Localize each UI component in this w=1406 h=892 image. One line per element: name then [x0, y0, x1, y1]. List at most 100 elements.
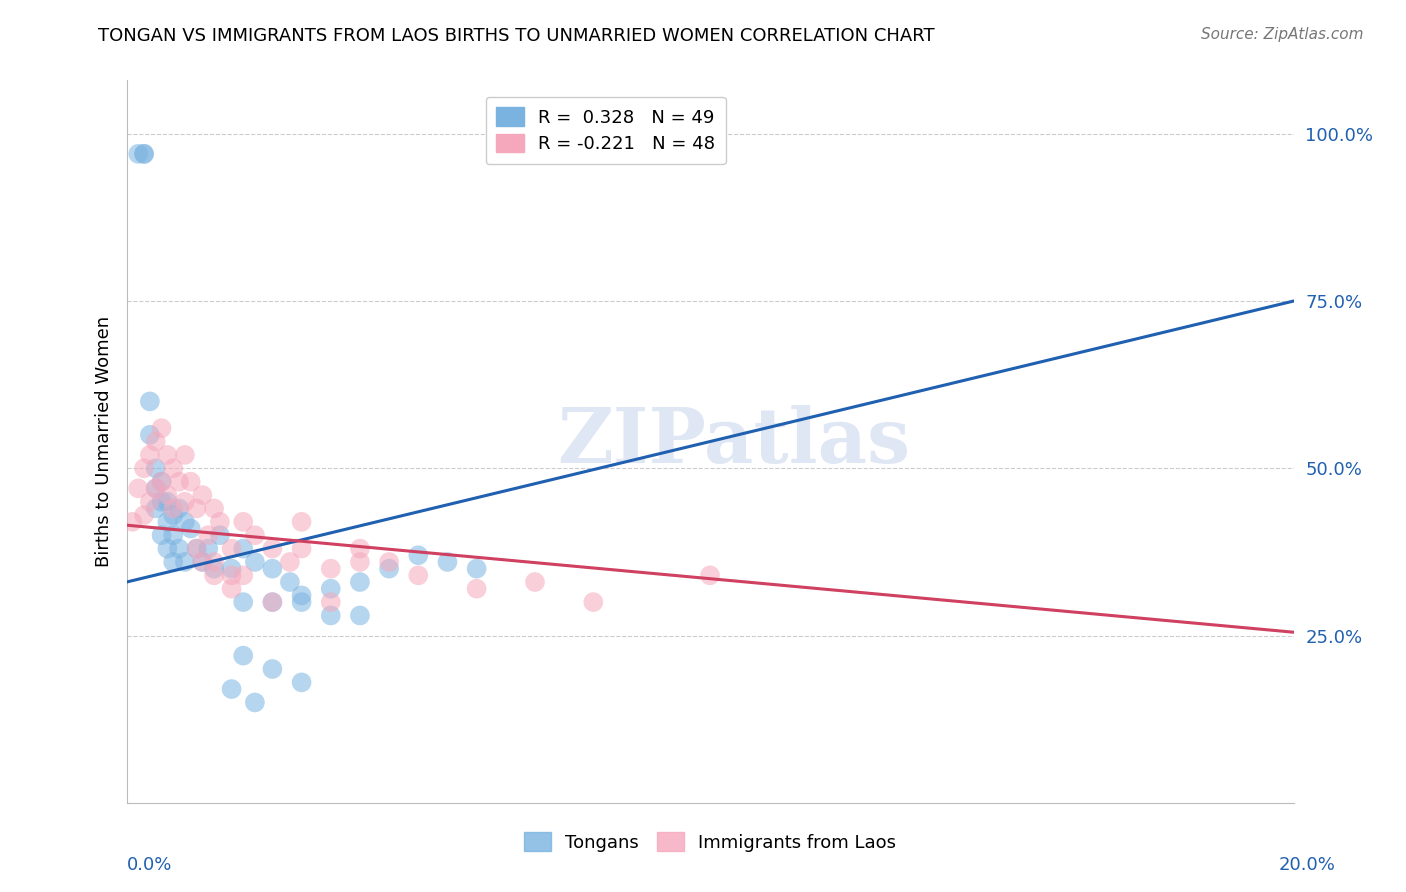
Point [145, 482, 167, 496]
Point [436, 555, 458, 569]
Point [186, 541, 208, 556]
Point [156, 494, 179, 508]
Point [162, 461, 184, 475]
Point [221, 562, 243, 576]
Point [243, 528, 266, 542]
Point [167, 541, 190, 556]
Point [378, 555, 401, 569]
Point [262, 562, 284, 576]
Point [290, 515, 312, 529]
Point [349, 575, 371, 590]
Point [262, 595, 284, 609]
Point [221, 681, 243, 696]
Point [191, 555, 214, 569]
Point [162, 555, 184, 569]
Point [167, 501, 190, 516]
Point [202, 562, 225, 576]
Point [232, 568, 254, 582]
Point [221, 568, 243, 582]
Point [232, 648, 254, 663]
Point [208, 515, 231, 529]
Point [582, 595, 605, 609]
Point [139, 394, 162, 409]
Point [186, 541, 208, 556]
Point [349, 541, 371, 556]
Point [162, 501, 184, 516]
Point [156, 541, 179, 556]
Point [202, 568, 225, 582]
Point [132, 147, 155, 161]
Point [162, 508, 184, 523]
Point [174, 448, 197, 462]
Point [121, 515, 143, 529]
Text: 0.0%: 0.0% [127, 856, 172, 874]
Point [139, 494, 162, 508]
Point [319, 582, 342, 596]
Point [278, 555, 301, 569]
Point [232, 541, 254, 556]
Point [349, 555, 371, 569]
Y-axis label: Births to Unmarried Women: Births to Unmarried Women [94, 316, 112, 567]
Point [156, 515, 179, 529]
Point [139, 448, 162, 462]
Point [150, 475, 173, 489]
Point [699, 568, 721, 582]
Point [349, 608, 371, 623]
Point [232, 595, 254, 609]
Point [150, 421, 173, 435]
Point [180, 521, 202, 535]
Point [290, 589, 312, 603]
Point [156, 488, 179, 502]
Point [145, 482, 167, 496]
Point [262, 662, 284, 676]
Legend: Tongans, Immigrants from Laos: Tongans, Immigrants from Laos [516, 825, 904, 859]
Point [145, 501, 167, 516]
Point [186, 501, 208, 516]
Point [319, 608, 342, 623]
Point [145, 461, 167, 475]
Point [524, 575, 547, 590]
Point [132, 461, 155, 475]
Point [465, 582, 488, 596]
Point [174, 515, 197, 529]
Point [262, 541, 284, 556]
Point [191, 555, 214, 569]
Text: TONGAN VS IMMIGRANTS FROM LAOS BIRTHS TO UNMARRIED WOMEN CORRELATION CHART: TONGAN VS IMMIGRANTS FROM LAOS BIRTHS TO… [98, 27, 935, 45]
Point [408, 568, 430, 582]
Point [243, 696, 266, 710]
Point [139, 427, 162, 442]
Point [174, 555, 197, 569]
Point [378, 562, 401, 576]
Point [290, 595, 312, 609]
Point [221, 582, 243, 596]
Point [127, 482, 149, 496]
Point [408, 548, 430, 563]
Text: ZIPatlas: ZIPatlas [557, 405, 910, 478]
Point [262, 595, 284, 609]
Text: Source: ZipAtlas.com: Source: ZipAtlas.com [1201, 27, 1364, 42]
Point [278, 575, 301, 590]
Point [208, 528, 231, 542]
Point [150, 475, 173, 489]
Point [167, 475, 190, 489]
Point [319, 595, 342, 609]
Point [145, 434, 167, 449]
Point [202, 501, 225, 516]
Point [127, 147, 149, 161]
Point [202, 555, 225, 569]
Point [465, 562, 488, 576]
Point [197, 528, 219, 542]
Point [150, 494, 173, 508]
Point [197, 541, 219, 556]
Text: 20.0%: 20.0% [1279, 856, 1336, 874]
Point [174, 494, 197, 508]
Point [290, 541, 312, 556]
Point [243, 555, 266, 569]
Point [132, 147, 155, 161]
Point [221, 541, 243, 556]
Point [232, 515, 254, 529]
Point [290, 675, 312, 690]
Point [191, 488, 214, 502]
Point [319, 562, 342, 576]
Point [132, 508, 155, 523]
